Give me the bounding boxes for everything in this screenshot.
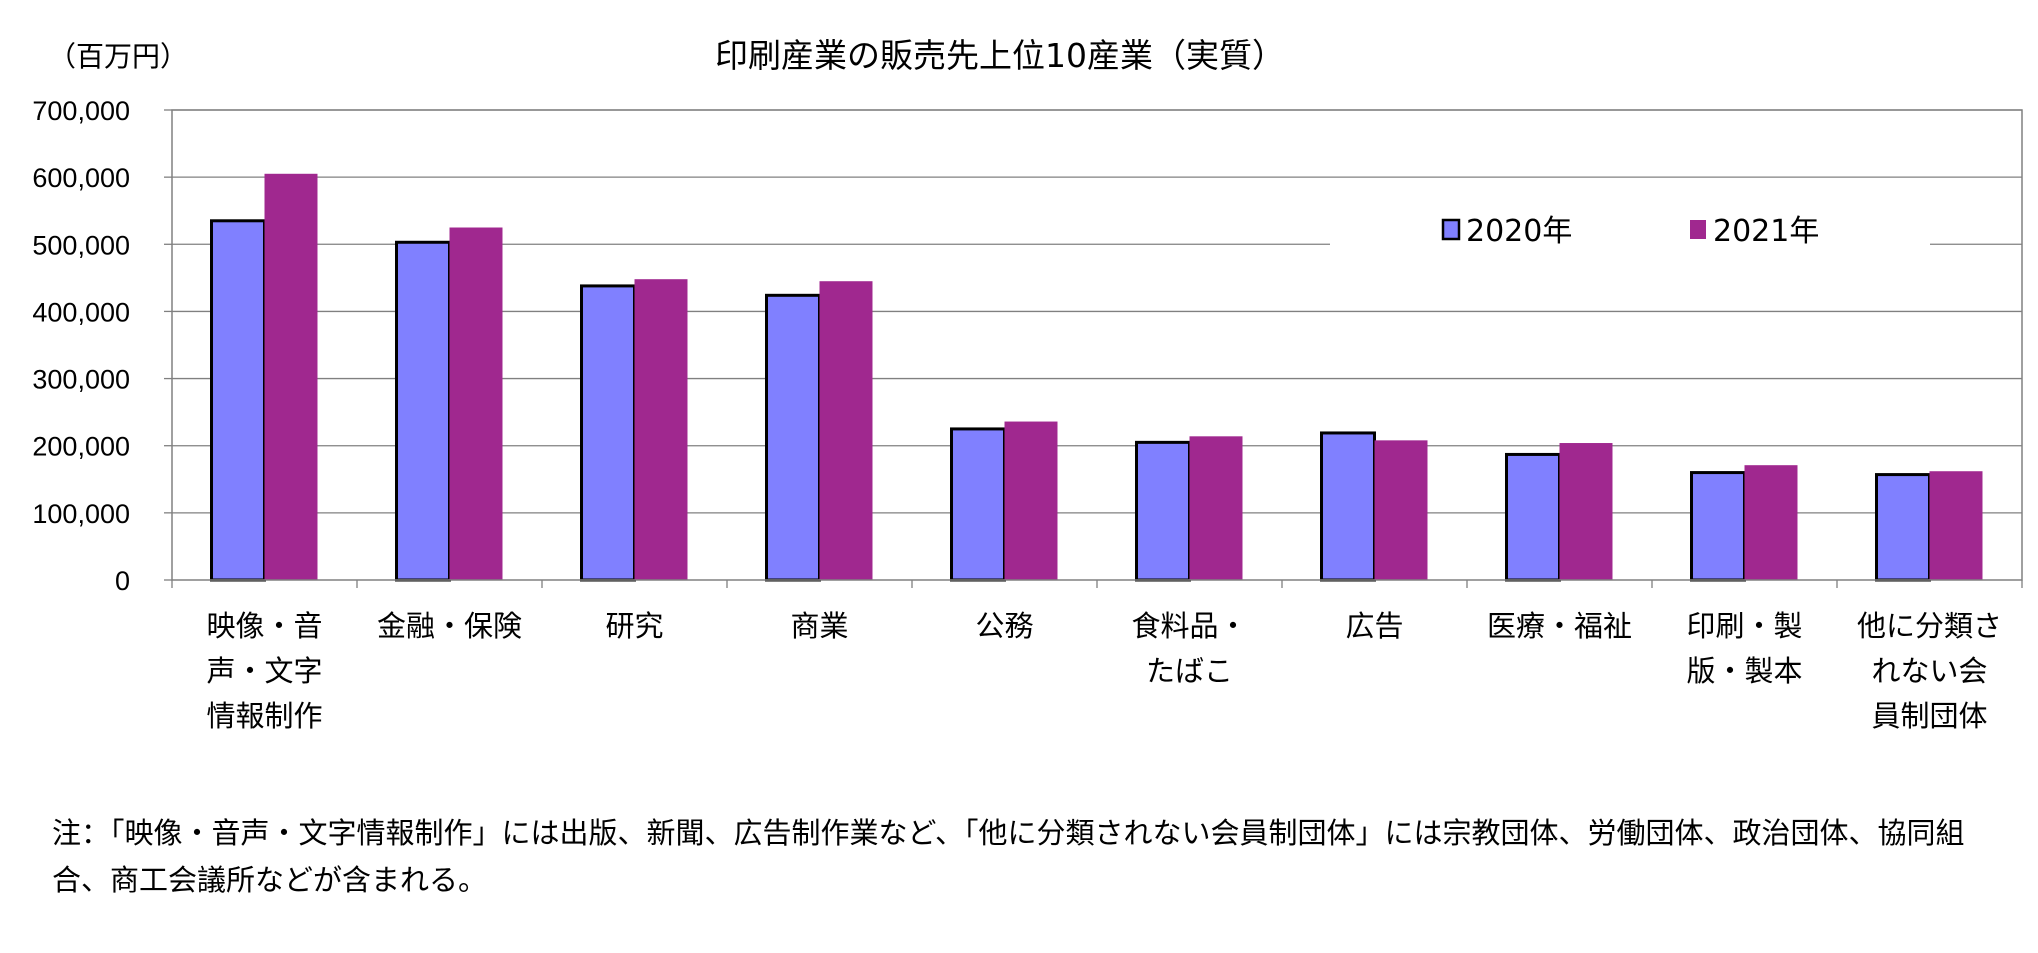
bar-2021 <box>1559 443 1613 580</box>
x-category-label: 公務 <box>975 609 1033 643</box>
bar-2020 <box>1505 452 1561 582</box>
bar-2021 <box>264 173 318 581</box>
x-category-label: 食料品・たばこ <box>1131 609 1247 688</box>
bar-2021 <box>449 227 503 580</box>
y-tick-label: 500,000 <box>32 230 130 260</box>
bar-2020 <box>1875 473 1931 582</box>
y-unit-label: （百万円） <box>48 40 188 73</box>
bar-2020 <box>395 240 451 582</box>
bar-2021 <box>1929 471 1983 580</box>
bar-2020 <box>950 427 1006 582</box>
bar-2021 <box>1374 440 1428 580</box>
x-category-label: 研究 <box>605 609 663 643</box>
bar-2020 <box>1690 471 1746 582</box>
bar-2021 <box>1004 421 1058 580</box>
chart-title: 印刷産業の販売先上位10産業（実質） <box>715 36 1285 75</box>
legend-box <box>1330 202 1930 262</box>
x-category-label: 商業 <box>790 609 848 643</box>
bar-2020 <box>765 293 821 582</box>
y-tick-label: 700,000 <box>32 96 130 126</box>
bar-2020 <box>1135 440 1191 582</box>
legend-label-2020: 2020年 <box>1466 214 1572 249</box>
bar-2020 <box>210 219 266 582</box>
bar-2020 <box>580 284 636 582</box>
bar-2021 <box>1744 465 1798 580</box>
footnote: 注：「映像・音声・文字情報制作」には出版、新聞、広告制作業など、「他に分類されな… <box>52 816 1965 897</box>
y-tick-label: 200,000 <box>32 432 130 462</box>
legend-swatch-2020 <box>1441 218 1461 241</box>
y-tick-label: 600,000 <box>32 163 130 193</box>
bar-chart: 0 100,000 200,000 300,000 400,000 500,000 600,… <box>32 36 2023 733</box>
legend-label-2021: 2021年 <box>1713 214 1819 249</box>
bar-2021 <box>819 281 873 580</box>
bar-2021 <box>634 279 688 580</box>
axes <box>164 109 2023 588</box>
bar-2020 <box>1320 431 1376 582</box>
bars <box>210 173 1983 582</box>
legend-swatch-2021 <box>1690 220 1706 239</box>
y-tick-label: 400,000 <box>32 297 130 327</box>
y-tick-label: 100,000 <box>32 499 130 529</box>
x-category-label: 広告 <box>1345 609 1403 643</box>
y-tick-labels: 0 100,000 200,000 300,000 400,000 500,000 600,… <box>32 96 130 596</box>
y-tick-label: 0 <box>115 566 130 596</box>
y-tick-label: 300,000 <box>32 365 130 395</box>
x-category-label: 他に分類されない会員制団体 <box>1857 609 2002 733</box>
bar-2021 <box>1189 436 1243 580</box>
x-category-labels: 映像・音声・文字情報制作 金融・保険 研究 商業 公務 食料品・たばこ 広告 医療・福祉 印刷・… <box>206 609 2002 733</box>
x-category-label: 金融・保険 <box>377 609 522 643</box>
x-category-label: 医療・福祉 <box>1487 609 1632 643</box>
legend: 2020年 2021年 <box>1330 202 1930 262</box>
x-category-label: 印刷・製版・製本 <box>1686 609 1802 688</box>
x-category-label: 映像・音声・文字情報制作 <box>206 609 322 733</box>
